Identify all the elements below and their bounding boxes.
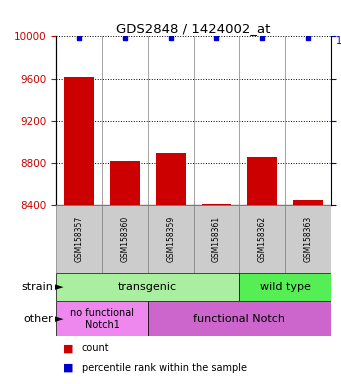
Text: GSM158363: GSM158363 xyxy=(303,216,312,262)
Text: transgenic: transgenic xyxy=(118,282,177,292)
Text: functional Notch: functional Notch xyxy=(193,314,285,324)
Text: ■: ■ xyxy=(63,363,74,373)
Text: GSM158360: GSM158360 xyxy=(120,216,129,262)
Text: ■: ■ xyxy=(63,343,74,353)
Bar xyxy=(56,205,102,273)
Bar xyxy=(110,161,140,205)
Text: percentile rank within the sample: percentile rank within the sample xyxy=(82,363,247,373)
Title: GDS2848 / 1424002_at: GDS2848 / 1424002_at xyxy=(116,22,271,35)
Text: 100%: 100% xyxy=(336,36,341,46)
Text: GSM158362: GSM158362 xyxy=(258,216,267,262)
Text: count: count xyxy=(82,343,109,353)
Text: ►: ► xyxy=(55,282,63,292)
Bar xyxy=(239,205,285,273)
Bar xyxy=(293,200,323,205)
Bar xyxy=(156,152,186,205)
Text: wild type: wild type xyxy=(260,282,310,292)
Bar xyxy=(239,273,331,301)
Text: GSM158361: GSM158361 xyxy=(212,216,221,262)
Text: no functional
Notch1: no functional Notch1 xyxy=(70,308,134,329)
Text: ►: ► xyxy=(55,314,63,324)
Text: strain: strain xyxy=(21,282,53,292)
Bar xyxy=(148,205,194,273)
Bar xyxy=(285,205,331,273)
Text: GSM158359: GSM158359 xyxy=(166,216,175,262)
Bar xyxy=(64,76,94,205)
Text: GSM158357: GSM158357 xyxy=(75,216,84,262)
Bar xyxy=(102,205,148,273)
Text: other: other xyxy=(23,314,53,324)
Bar xyxy=(56,301,148,336)
Bar xyxy=(247,157,277,205)
Bar xyxy=(194,205,239,273)
Bar xyxy=(56,273,239,301)
Bar xyxy=(202,204,231,205)
Bar xyxy=(148,301,331,336)
